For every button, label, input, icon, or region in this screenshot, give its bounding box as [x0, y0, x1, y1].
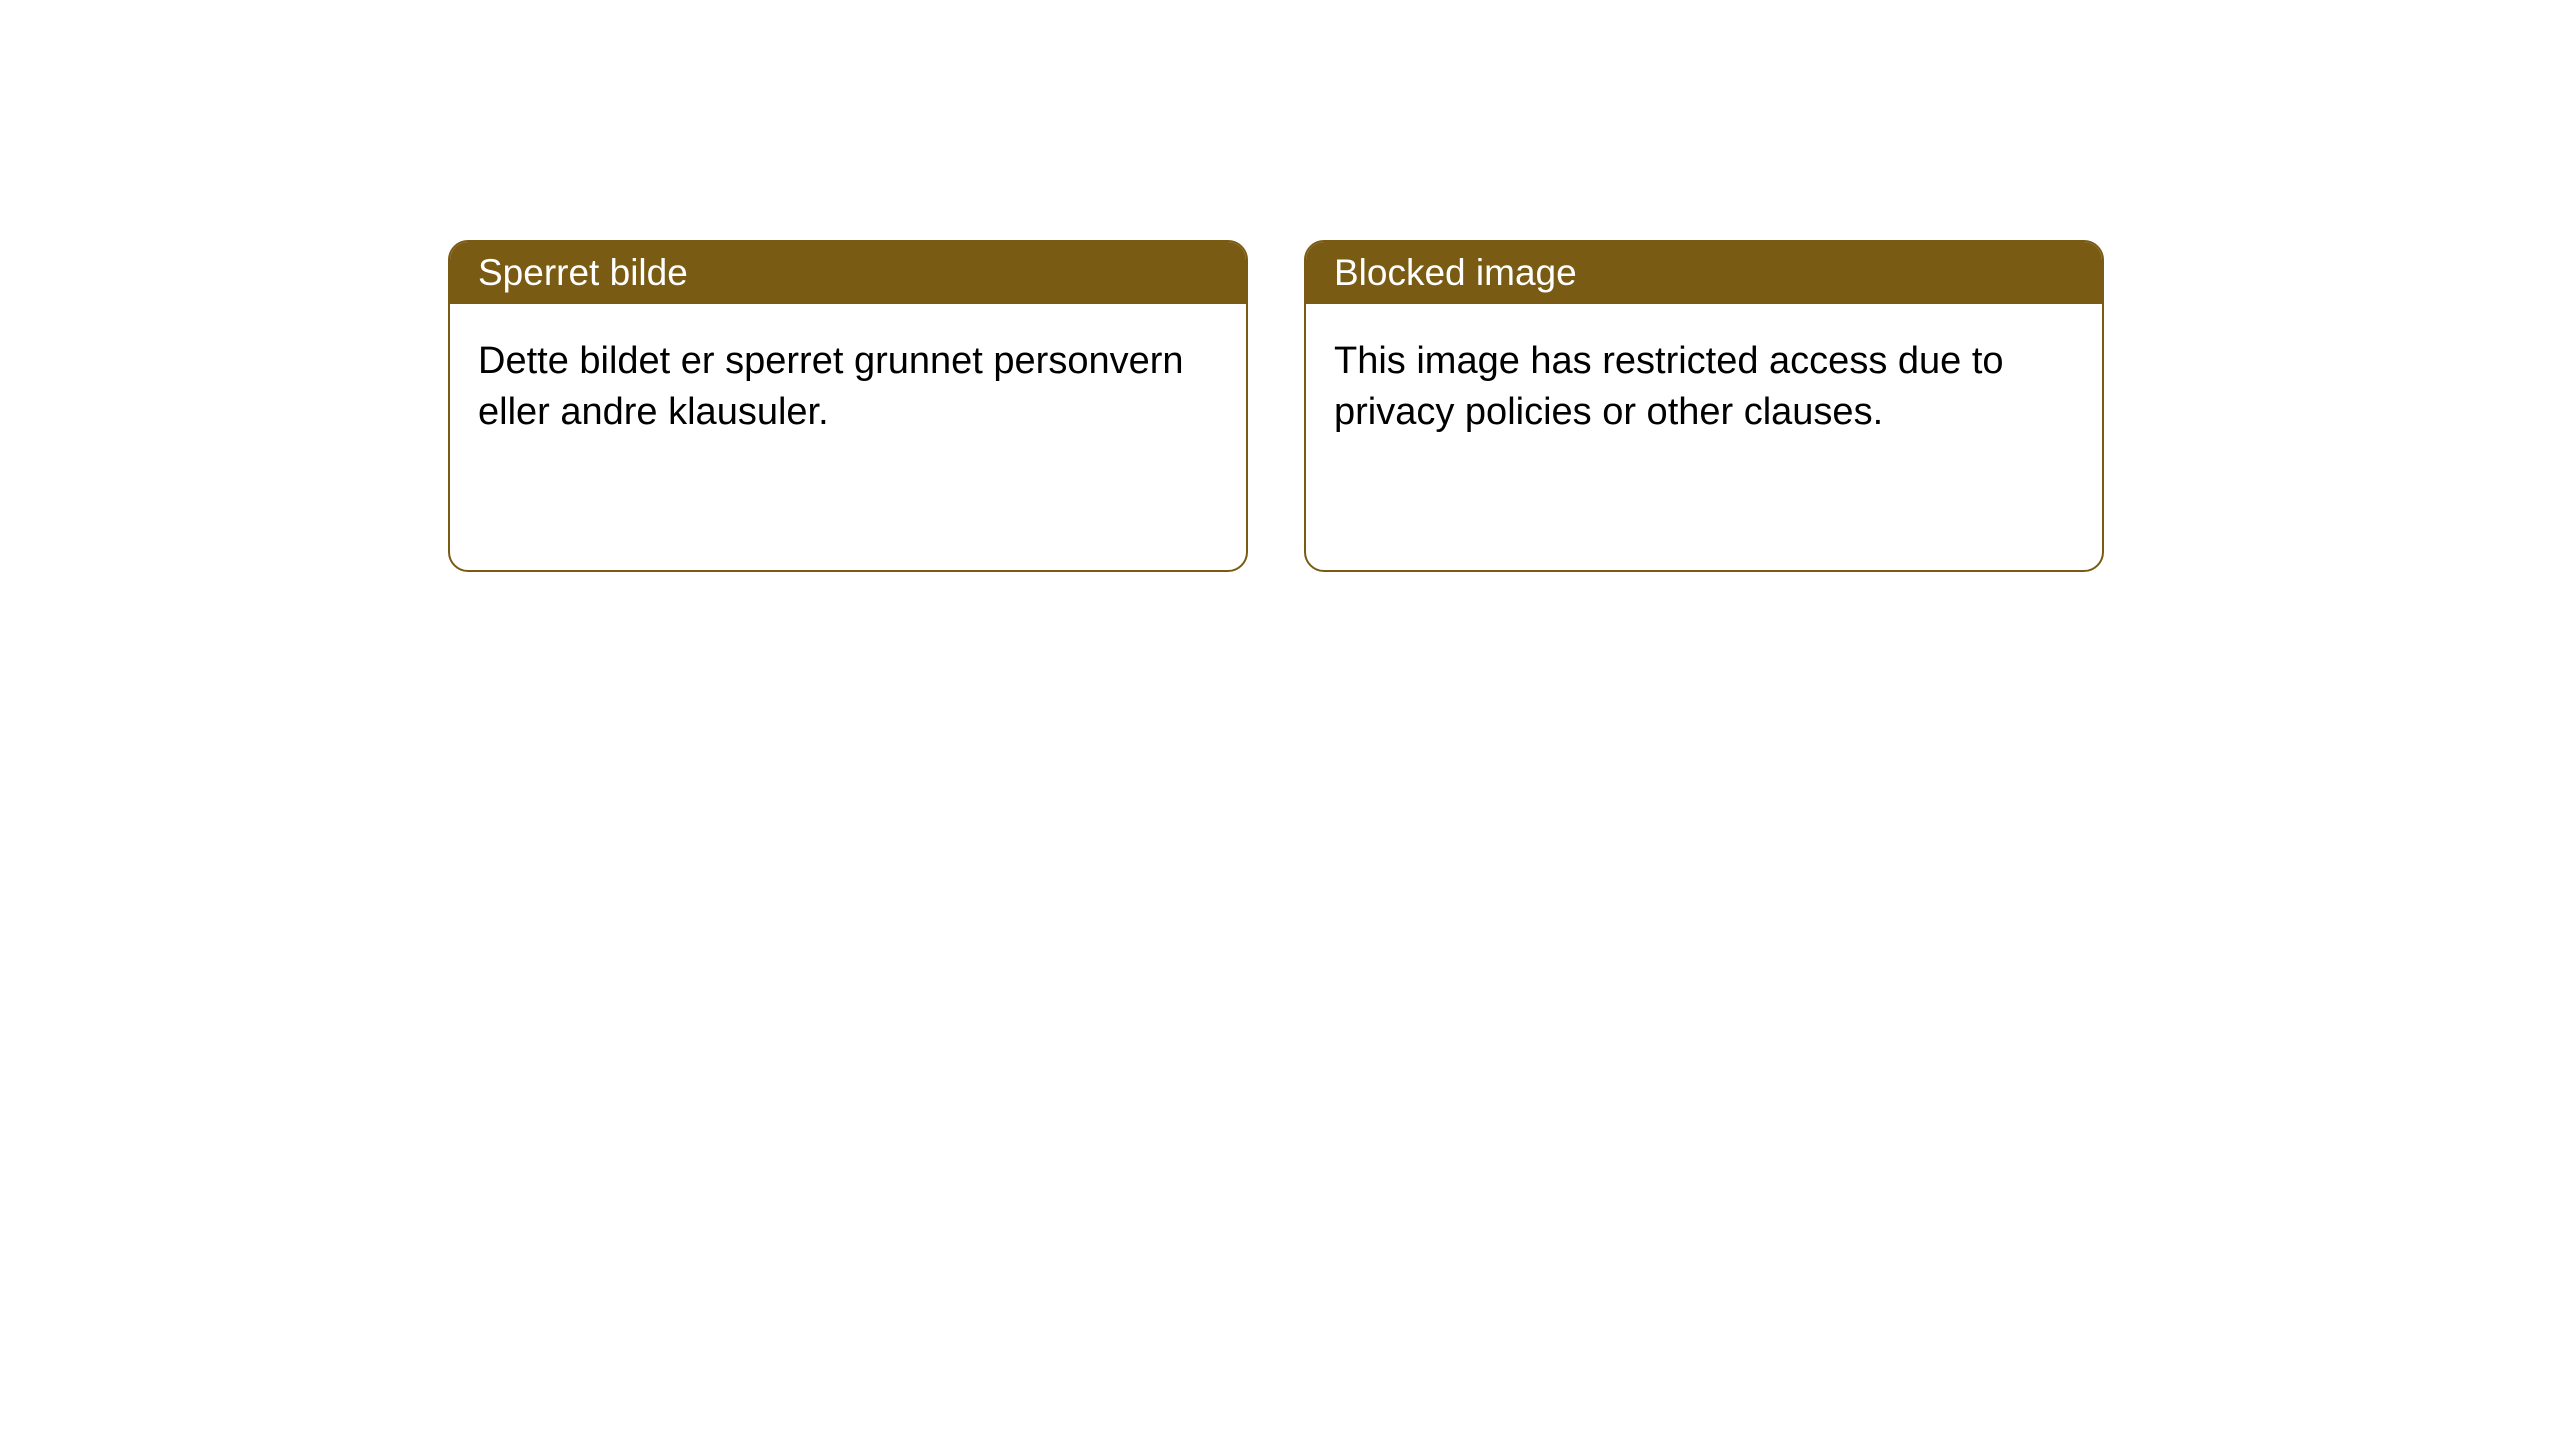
notice-container: Sperret bilde Dette bildet er sperret gr…: [448, 240, 2104, 572]
notice-text: This image has restricted access due to …: [1334, 340, 2004, 433]
notice-header: Blocked image: [1306, 242, 2102, 304]
notice-body: Dette bildet er sperret grunnet personve…: [450, 304, 1246, 471]
notice-title: Blocked image: [1334, 252, 1577, 293]
notice-title: Sperret bilde: [478, 252, 688, 293]
notice-card-english: Blocked image This image has restricted …: [1304, 240, 2104, 572]
notice-text: Dette bildet er sperret grunnet personve…: [478, 340, 1184, 433]
notice-card-norwegian: Sperret bilde Dette bildet er sperret gr…: [448, 240, 1248, 572]
notice-header: Sperret bilde: [450, 242, 1246, 304]
notice-body: This image has restricted access due to …: [1306, 304, 2102, 471]
